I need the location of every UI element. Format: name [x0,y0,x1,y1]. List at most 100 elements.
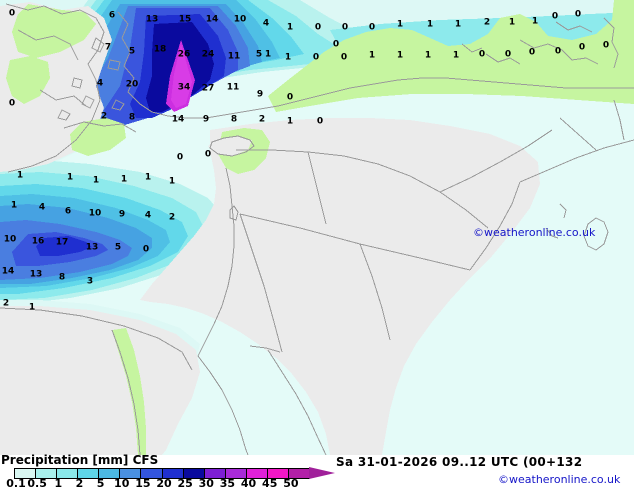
tick-label-40: 40 [240,477,257,490]
color-swatch-2 [78,469,100,478]
color-swatch-30 [204,469,226,478]
precip-value-label: 1 [396,19,404,30]
precip-value-label: 15 [178,14,192,25]
veg-greece-west [6,56,50,104]
map-copyright-text: ©weatheronline.co.uk [473,226,596,239]
precip-value-label: 11 [226,82,240,93]
precip-sw-core [36,236,92,256]
tick-label-50: 50 [283,477,299,490]
color-scale-swatches [14,468,310,479]
precip-value-label: 0 [204,149,212,160]
precip-value-label: 26 [177,49,191,60]
precip-value-label: 1 [286,22,294,33]
color-swatch-10 [120,469,142,478]
precip-value-label: 18 [153,44,167,55]
precip-value-label: 4 [262,18,270,29]
precip-value-label: 13 [145,14,159,25]
precip-value-label: 0 [176,152,184,163]
precip-value-label: 2 [483,17,491,28]
forecast-timestamp: Sa 31-01-2026 09..12 UTC (00+132 [336,455,583,469]
precip-value-label: 34 [177,82,191,93]
precipitation-map[interactable]: ©weatheronline.co.uk 0 6 13 15 14 10 4 1 0 0 0 1 1 1 2… [0,0,634,455]
color-swatch-40 [246,469,268,478]
precip-core-magenta-inner [171,44,192,108]
precip-value-label: 1 [66,172,74,183]
color-swatch-1 [57,469,79,478]
precip-value-label: 1 [424,50,432,61]
color-swatch-0.1 [15,469,37,478]
precip-value-label: 9 [118,209,126,220]
color-swatch-20 [162,469,184,478]
veg-crete [70,118,126,156]
precip-value-label: 9 [202,114,210,125]
tick-label-2: 2 [75,477,84,490]
precip-value-label: 16 [31,236,45,247]
precip-value-label: 0 [602,40,610,51]
precip-value-label: 1 [396,50,404,61]
precip-value-label: 2 [2,298,10,309]
precip-value-label: 6 [64,206,72,217]
precip-value-label: 1 [10,200,18,211]
precip-value-label: 1 [368,50,376,61]
precip-value-label: 14 [1,266,15,277]
color-swatch-45 [267,469,290,478]
precip-value-label: 13 [85,242,99,253]
precip-value-label: 1 [452,50,460,61]
precip-value-label: 3 [86,276,94,287]
precip-value-label: 0 [142,244,150,255]
precip-value-label: 8 [58,272,66,283]
tick-label-0.1: 0.1 [6,477,26,490]
tick-label-0.5: 0.5 [27,477,47,490]
precip-value-label: 0 [8,98,16,109]
precip-value-label: 1 [28,302,36,313]
precip-value-label: 0 [316,116,324,127]
precip-value-label: 8 [230,114,238,125]
precip-value-label: 20 [125,79,139,90]
precip-value-label: 0 [341,22,349,33]
precip-value-label: 14 [171,114,185,125]
precip-value-label: 13 [29,269,43,280]
precip-value-label: 0 [551,11,559,22]
precip-value-label: 0 [554,46,562,57]
precip-value-label: 1 [531,16,539,27]
copyright-label: ©weatheronline.co.uk [498,473,621,486]
color-swatch-5 [99,469,121,478]
precip-value-label: 7 [104,42,112,53]
precip-value-label: 10 [3,234,17,245]
precip-value-label: 0 [314,22,322,33]
color-scale [14,467,335,479]
precip-value-label: 4 [96,78,104,89]
precip-value-label: 9 [256,89,264,100]
color-swatch-0.5 [36,469,58,478]
legend-footer: Precipitation [mm] CFS 0.1 0.5 1 2 5 10 15 20 25… [0,453,634,490]
veg-nile [112,328,146,455]
precip-value-label: 4 [38,202,46,213]
precip-value-label: 1 [168,176,176,187]
precip-value-label: 0 [340,52,348,63]
precip-field-southwest [0,160,222,306]
precip-value-label: 1 [264,49,272,60]
precip-value-label: 4 [144,210,152,221]
precip-value-label: 5 [255,49,263,60]
precip-value-label: 5 [128,46,136,57]
precip-value-label: 10 [88,208,102,219]
precip-value-label: 2 [168,212,176,223]
color-swatch-25 [183,469,205,478]
color-scale-ticks: 0.1 0.5 1 2 5 10 15 20 25 30 35 40 45 50 [0,477,330,490]
tick-label-25: 25 [177,477,193,490]
color-scale-overflow-arrow [309,467,335,479]
precip-value-label: 6 [108,10,116,21]
tick-label-20: 20 [156,477,172,490]
tick-label-1: 1 [54,477,63,490]
veg-turkey-coast [268,72,634,112]
precip-value-label: 1 [120,174,128,185]
color-swatch-50 [289,469,310,478]
precip-value-label: 1 [286,116,294,127]
land-middle-east [140,118,540,455]
tick-label-35: 35 [219,477,236,490]
color-swatch-35 [225,469,247,478]
precip-value-label: 24 [201,49,215,60]
precip-value-label: 1 [508,17,516,28]
precip-value-label: 8 [128,112,136,123]
